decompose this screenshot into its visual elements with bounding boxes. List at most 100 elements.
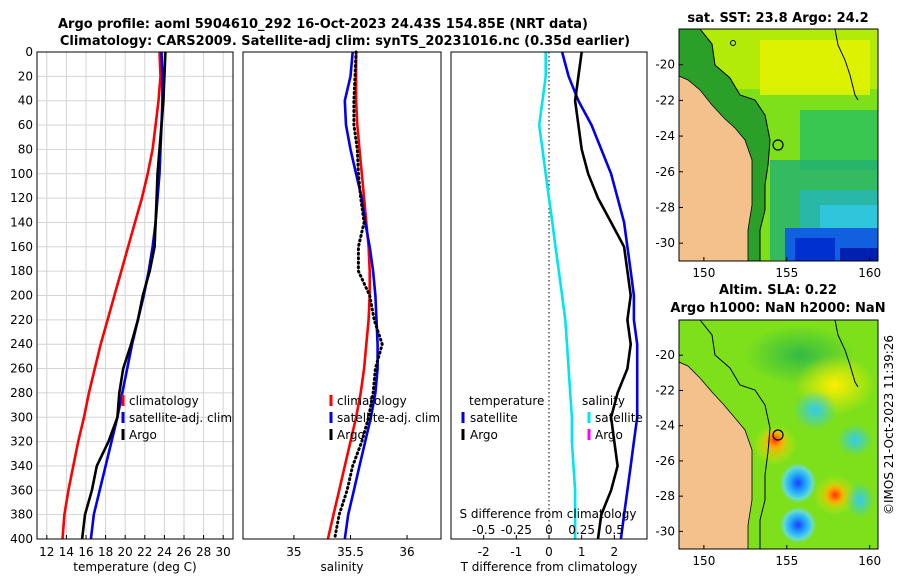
map-lon-label: 160	[858, 554, 881, 568]
t-difference-tick-labels: -2 -1 0 1 2	[478, 535, 618, 559]
argo-location-marker	[772, 429, 784, 441]
depth-tick-label: 60	[18, 118, 33, 132]
legend-t-argo-label: Argo	[470, 428, 498, 442]
map-lat-label: -20	[655, 348, 675, 362]
profile-line-temperature-satellite	[560, 51, 639, 540]
depth-tick-label: 400	[10, 532, 33, 546]
map-lat-label: -22	[655, 383, 675, 397]
temperature-panel: 0 20 40 60 80 100 120 140 160 180 200 220 240 260 280 3…	[10, 45, 234, 574]
depth-tick-label: 220	[10, 313, 33, 327]
salinity-lines	[326, 50, 384, 541]
legend-satellite-label: satellite-adj. clim	[337, 411, 440, 425]
profile-line-satellite-adj-clim	[343, 51, 379, 540]
x-tick-label: 26	[176, 545, 191, 559]
temperature-lines	[61, 51, 167, 540]
x-tick-label: 18	[98, 545, 113, 559]
salinity-xlabel: salinity	[320, 560, 363, 574]
map-lat-label: -20	[655, 58, 675, 72]
s-diff-tick-label: 0.5	[605, 523, 624, 537]
s-diff-tick-label: -0.25	[501, 523, 532, 537]
sla-map-frame	[678, 319, 879, 550]
salinity-axes-frame	[242, 51, 442, 540]
depth-tick-label: 0	[25, 45, 33, 59]
temperature-grid	[37, 51, 233, 540]
depth-tick-label: 200	[10, 289, 33, 303]
x-tick-label: 0	[545, 545, 553, 559]
x-tick-label: -1	[510, 545, 522, 559]
s-diff-tick-label: 0	[545, 523, 553, 537]
figure-title-line1: Argo profile: aoml 5904610_292 16-Oct-20…	[58, 17, 588, 32]
legend-argo-label: Argo	[129, 428, 157, 442]
argo-location-marker	[772, 139, 784, 151]
map-lat-label: -24	[655, 129, 675, 143]
s-diff-tick-label: 0.25	[568, 523, 595, 537]
temperature-tick-labels: 12 14 16 18 20 22 24 26 28 30	[39, 535, 231, 559]
s-diff-tick-label: -0.5	[472, 523, 495, 537]
depth-tick-label: 340	[10, 459, 33, 473]
temperature-xlabel: temperature (deg C)	[73, 560, 196, 574]
profile-line-argo	[333, 50, 384, 541]
depth-tick-label: 260	[10, 362, 33, 376]
sla-map-ticks: 150 155 160 -20 -22 -24 -26 -28 -30	[655, 348, 881, 568]
depth-tick-label: 20	[18, 69, 33, 83]
depth-tick-label: 320	[10, 435, 33, 449]
legend-climatology-label: climatology	[337, 394, 407, 408]
depth-tick-labels: 0 20 40 60 80 100 120 140 160 180 200 220 240 260 280 3…	[10, 45, 33, 546]
depth-tick-label: 240	[10, 337, 33, 351]
depth-tick-label: 180	[10, 264, 33, 278]
s-difference-tick-labels: -0.5 -0.25 0 0.25 0.5	[472, 523, 624, 537]
t-difference-xlabel: T difference from climatology	[460, 560, 638, 574]
map-lon-label: 155	[775, 266, 798, 280]
sla-map-field	[679, 320, 878, 549]
depth-tick-label: 40	[18, 94, 33, 108]
profile-line-salinity-satellite	[537, 52, 577, 539]
map-lat-label: -22	[655, 93, 675, 107]
depth-tick-label: 360	[10, 483, 33, 497]
legend-salinity-header: salinity	[582, 394, 625, 408]
map-lon-label: 160	[858, 266, 881, 280]
sst-map-title: sat. SST: 23.8 Argo: 24.2	[687, 11, 868, 26]
temperature-legend: climatology satellite-adj. clim Argo	[121, 394, 232, 442]
depth-tick-label: 160	[10, 240, 33, 254]
x-tick-label: 36	[399, 545, 414, 559]
sst-map-frame	[678, 28, 879, 262]
x-tick-label: 12	[39, 545, 54, 559]
sla-map-title-2: Argo h1000: NaN h2000: NaN	[670, 301, 885, 316]
land-australia	[679, 75, 753, 261]
land-australia	[679, 361, 753, 549]
depth-tick-label: 140	[10, 215, 33, 229]
s-difference-xlabel: S difference from climatology	[460, 507, 637, 521]
map-lat-label: -26	[655, 454, 675, 468]
x-tick-label: 30	[216, 545, 231, 559]
legend-temperature-header: temperature	[469, 394, 544, 408]
map-lat-label: -26	[655, 165, 675, 179]
legend-satellite-label: satellite-adj. clim	[129, 411, 232, 425]
map-lat-label: -30	[655, 236, 675, 250]
legend-argo-label: Argo	[337, 428, 365, 442]
map-lon-label: 150	[692, 554, 715, 568]
map-lon-label: 155	[775, 554, 798, 568]
legend-climatology-label: climatology	[129, 394, 199, 408]
map-lon-label: 150	[692, 266, 715, 280]
x-tick-label: -2	[478, 545, 490, 559]
depth-tick-label: 380	[10, 508, 33, 522]
x-tick-label: 35.5	[337, 545, 364, 559]
map-lat-label: -30	[655, 524, 675, 538]
salinity-tick-labels: 35 35.5 36	[286, 535, 415, 559]
x-tick-label: 28	[196, 545, 211, 559]
sst-map-field	[679, 29, 878, 261]
map-lat-label: -28	[655, 200, 675, 214]
sst-map-ticks: 150 155 160 -20 -22 -24 -26 -28 -30	[655, 58, 881, 280]
profile-line-climatology	[61, 51, 162, 540]
depth-tick-label: 300	[10, 410, 33, 424]
x-tick-label: 1	[578, 545, 586, 559]
x-tick-label: 22	[137, 545, 152, 559]
legend-s-argo-label: Argo	[595, 428, 623, 442]
difference-legend: temperature satellite Argo salinity sate…	[461, 394, 643, 442]
map-lat-label: -28	[655, 489, 675, 503]
salinity-panel: 35 35.5 36 salinity climatology satellite-…	[242, 50, 442, 574]
x-tick-label: 16	[78, 545, 93, 559]
depth-tick-label: 80	[18, 142, 33, 156]
